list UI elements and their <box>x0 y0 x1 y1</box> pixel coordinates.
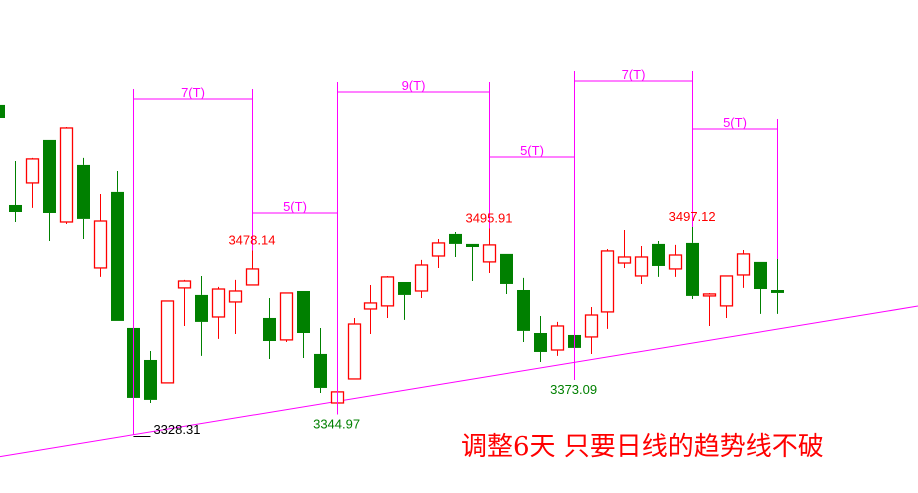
candle-body-down <box>449 233 462 244</box>
candle-body-up <box>414 264 429 292</box>
candle-body-down <box>398 281 411 295</box>
candle-body-down <box>144 359 157 400</box>
time-count-label: 7(T) <box>622 67 646 82</box>
candle-body-up <box>550 325 565 351</box>
candle-body-down <box>771 289 784 293</box>
candle-body-down <box>686 242 699 296</box>
candle-body-up <box>363 302 378 310</box>
candle-body-up <box>25 158 40 184</box>
candle-body-up <box>634 256 649 277</box>
candle-body-up <box>584 314 599 338</box>
candle-body-down <box>195 294 208 322</box>
time-count-label: 5(T) <box>723 115 747 130</box>
time-count-label: 5(T) <box>283 199 307 214</box>
candle-body-up <box>482 244 497 263</box>
trendline <box>0 305 918 458</box>
candle-body-up <box>617 256 632 264</box>
time-count-label: 5(T) <box>520 143 544 158</box>
candle-body-up <box>160 300 175 384</box>
candle-body-down <box>0 104 5 118</box>
price-label-high: 3495.91 <box>465 210 512 225</box>
candle-body-up <box>736 253 751 276</box>
candle-body-up <box>177 280 192 289</box>
time-count-label: 7(T) <box>181 85 205 100</box>
price-label-high: 3478.14 <box>228 232 275 247</box>
candle-body-up <box>93 220 108 269</box>
candle-body-down <box>466 243 479 247</box>
candle-body-up <box>600 250 615 313</box>
price-label-low: 3344.97 <box>313 416 360 431</box>
candle-body-down <box>9 204 22 213</box>
candle-body-up <box>347 323 362 380</box>
candle-body-up <box>702 293 717 297</box>
annotation-text: 调整6天 只要日线的趋势线不破 <box>461 432 824 462</box>
price-label-low: 3328.31 <box>153 422 200 437</box>
candle-body-down <box>111 191 124 321</box>
candle-body-down <box>517 289 530 331</box>
candle-body-down <box>500 253 513 284</box>
candle-body-up <box>719 275 734 307</box>
candle-body-down <box>652 243 665 266</box>
candle-body-down <box>43 139 56 213</box>
candle-body-up <box>279 292 294 341</box>
candle-body-up <box>228 290 243 303</box>
candle-body-down <box>534 332 547 352</box>
candle-body-up <box>380 276 395 307</box>
candle-body-down <box>314 353 327 388</box>
candle-body-up <box>668 254 683 270</box>
candle-body-down <box>77 164 90 219</box>
candle-body-up <box>431 242 446 257</box>
price-label-low: 3373.09 <box>550 382 597 397</box>
time-count-label: 9(T) <box>402 78 426 93</box>
candle-body-down <box>297 290 310 333</box>
candle-body-up <box>59 127 74 223</box>
candle-body-up <box>245 268 260 286</box>
candle-body-down <box>754 261 767 290</box>
price-label-high: 3497.12 <box>669 209 716 224</box>
candle-body-up <box>211 288 226 318</box>
candle-body-down <box>263 317 276 342</box>
